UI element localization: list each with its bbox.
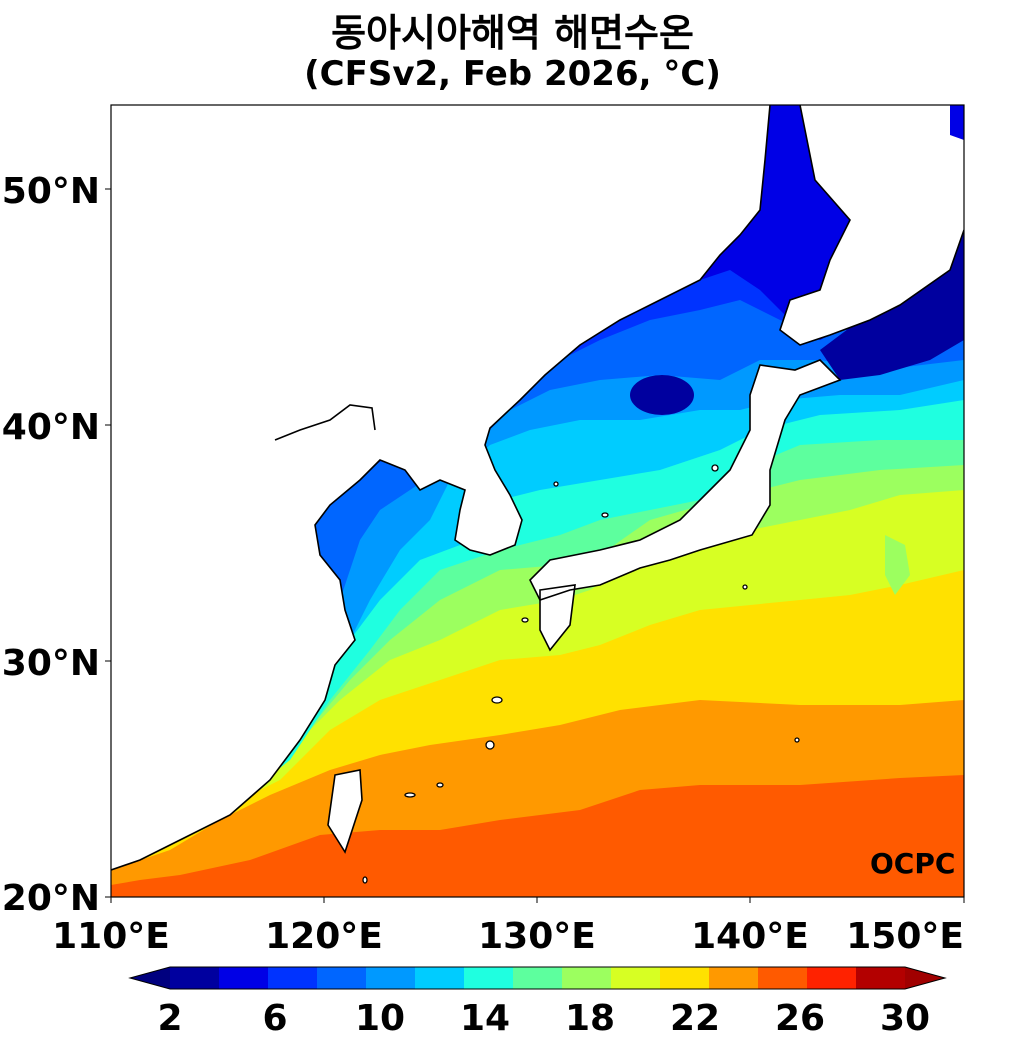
colorbar-segment: [562, 967, 612, 989]
colorbar-tick-label: 30: [880, 998, 930, 1039]
colorbar-segment: [709, 967, 759, 989]
land-japan-honshu: [530, 360, 840, 600]
colorbar-segment: [660, 967, 710, 989]
sst-okhotsk-patch: [950, 105, 964, 140]
coastlines: [111, 105, 964, 871]
colorbar-tick-label: 14: [460, 998, 510, 1039]
lat-tick-label: 30°N: [2, 643, 100, 684]
colorbar: 2 6 10 14 18 22 26 30: [128, 966, 947, 1039]
colorbar-segment: [807, 967, 857, 989]
lat-tick-label: 50°N: [2, 171, 100, 212]
lon-tick-label: 110°E: [52, 916, 170, 957]
colorbar-segment: [856, 967, 906, 989]
lat-tick-label: 40°N: [2, 407, 100, 448]
lon-tick-label: 140°E: [691, 916, 809, 957]
colorbar-outline: [128, 966, 947, 990]
lon-tick-label: 130°E: [478, 916, 596, 957]
land-taiwan: [328, 770, 362, 852]
colorbar-segment: [317, 967, 367, 989]
land-kyushu: [540, 585, 575, 650]
land-asia-mainland: [111, 105, 770, 870]
sst-cold-band-northeast: [820, 105, 964, 380]
sst-cold-core-east-sea: [630, 375, 694, 415]
land-sakhalin-hokkaido: [770, 105, 964, 345]
ocpc-watermark: OCPC: [870, 847, 955, 880]
colorbar-tick-label: 6: [262, 998, 287, 1039]
lat-tick-label: 20°N: [2, 878, 100, 919]
sst-field: OCPC: [111, 105, 964, 897]
lat-axis: 50°N 40°N 30°N 20°N: [2, 171, 111, 919]
lon-tick-label: 150°E: [846, 916, 964, 957]
colorbar-tick-label: 10: [355, 998, 405, 1039]
colorbar-segment: [513, 967, 563, 989]
colorbar-segment: [170, 967, 220, 989]
colorbar-segments: [170, 967, 906, 989]
lon-axis: 110°E 120°E 130°E 140°E 150°E: [52, 897, 965, 957]
map-subtitle: (CFSv2, Feb 2026, °C): [304, 54, 721, 94]
colorbar-tick-label: 18: [565, 998, 615, 1039]
small-islands: [362, 464, 800, 884]
colorbar-tick-label: 22: [670, 998, 720, 1039]
colorbar-segment: [758, 967, 808, 989]
colorbar-segment: [219, 967, 269, 989]
lon-tick-label: 120°E: [265, 916, 383, 957]
colorbar-labels: 2 6 10 14 18 22 26 30: [157, 998, 930, 1039]
colorbar-segment: [366, 967, 416, 989]
colorbar-segment: [464, 967, 514, 989]
colorbar-segment: [268, 967, 318, 989]
colorbar-tick-label: 2: [157, 998, 182, 1039]
sst-warm-eddy: [885, 535, 910, 595]
colorbar-segment: [415, 967, 465, 989]
colorbar-segment: [611, 967, 661, 989]
colorbar-under-arrow: [130, 967, 170, 989]
map-title: 동아시아해역 해면수온: [331, 11, 694, 55]
colorbar-tick-label: 26: [775, 998, 825, 1039]
colorbar-over-arrow: [905, 967, 945, 989]
